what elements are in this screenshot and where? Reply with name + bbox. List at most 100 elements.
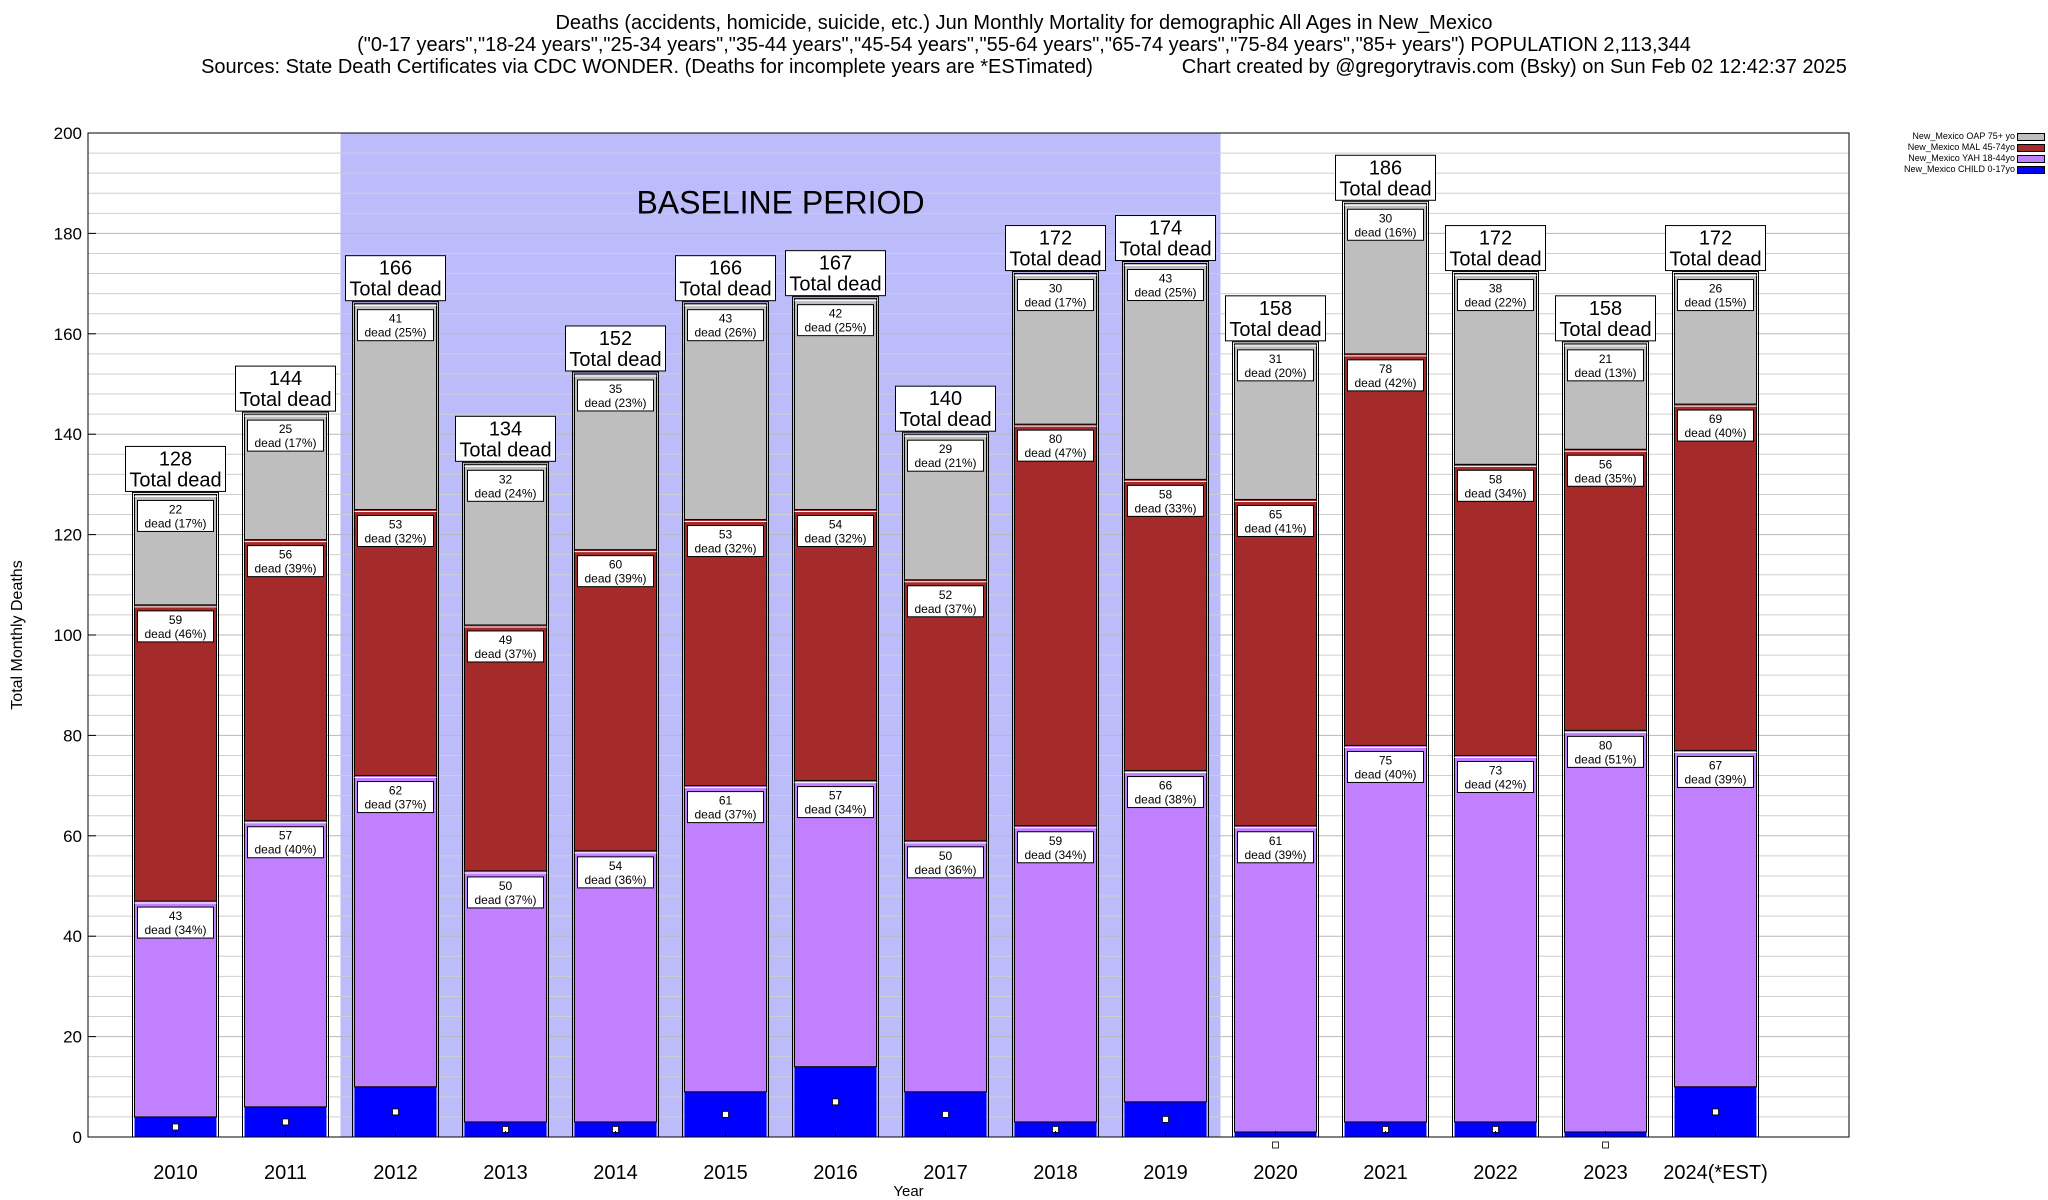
y-tick-label: 200	[54, 124, 82, 143]
segment-label-percent: dead (21%)	[914, 456, 976, 470]
legend-item: New_Mexico MAL 45-74yo	[1870, 142, 2045, 153]
total-label-box	[1115, 215, 1216, 262]
total-count: 158	[1589, 298, 1622, 320]
segment-label-box	[1567, 454, 1644, 487]
bar-segment	[1124, 478, 1207, 772]
segment-label-box	[1347, 750, 1424, 783]
x-tick-label: 2012	[373, 1162, 418, 1184]
bar-segment	[1014, 825, 1097, 1123]
child-marker	[1162, 1116, 1169, 1123]
segment-label-percent: dead (36%)	[584, 873, 646, 887]
total-label-box	[565, 325, 666, 372]
segment-label-box	[797, 786, 874, 819]
total-label-box	[1225, 295, 1326, 342]
segment-label-count: 42	[829, 307, 843, 321]
segment-label-count: 26	[1709, 282, 1723, 296]
x-tick-label: 2023	[1583, 1162, 1628, 1184]
segment-label-box	[357, 515, 434, 547]
segment-label-count: 69	[1709, 412, 1723, 426]
bar-segment	[1454, 463, 1537, 756]
segment-label-count: 38	[1489, 282, 1503, 296]
total-label-box	[1555, 295, 1656, 342]
segment-label-box	[687, 309, 764, 342]
segment-label-percent: dead (42%)	[1354, 376, 1416, 390]
total-count: 172	[1039, 228, 1072, 250]
segment-label-count: 22	[169, 502, 183, 516]
segment-label-count: 49	[499, 633, 513, 647]
segment-label-percent: dead (17%)	[144, 516, 206, 530]
total-label-box	[1335, 154, 1436, 201]
bar-segment	[354, 775, 437, 1088]
segment-label-count: 62	[389, 784, 403, 798]
x-tick-label: 2021	[1363, 1162, 1408, 1184]
segment-label-count: 60	[609, 558, 623, 572]
child-marker	[172, 1123, 179, 1131]
segment-label-percent: dead (51%)	[1574, 752, 1636, 766]
segment-label-count: 43	[719, 312, 733, 326]
segment-label-box	[577, 555, 654, 588]
segment-label-percent: dead (25%)	[804, 321, 866, 335]
legend-label: New_Mexico MAL 45-74yo	[1907, 142, 2015, 152]
segment-label-box	[1567, 735, 1644, 768]
segment-label-box	[687, 791, 764, 824]
legend-swatch	[2017, 144, 2045, 152]
child-marker	[942, 1111, 949, 1118]
segment-label-percent: dead (42%)	[1464, 777, 1526, 791]
segment-label-percent: dead (40%)	[254, 843, 316, 857]
chart-legend: New_Mexico OAP 75+ yo New_Mexico MAL 45-7…	[1870, 131, 2045, 175]
total-count: 166	[709, 258, 742, 280]
legend-swatch	[2017, 166, 2045, 174]
bar-segment	[904, 579, 987, 842]
bar-segment	[1674, 403, 1757, 751]
bar-segment	[904, 840, 987, 1093]
total-dead-text: Total dead	[129, 469, 221, 491]
y-tick-label: 140	[54, 425, 82, 444]
total-count: 140	[929, 388, 962, 410]
segment-label-percent: dead (37%)	[364, 798, 426, 812]
total-count: 144	[269, 368, 302, 390]
segment-label-count: 80	[1599, 738, 1613, 752]
segment-label-percent: dead (41%)	[1244, 521, 1306, 535]
legend-swatch	[2017, 155, 2045, 163]
segment-label-count: 57	[279, 829, 293, 843]
segment-label-box	[137, 610, 214, 643]
total-dead-text: Total dead	[1229, 319, 1321, 341]
segment-label-count: 66	[1159, 779, 1173, 793]
chart-sources-line: Sources: State Death Certificates via CD…	[0, 56, 2048, 78]
segment-label-count: 65	[1269, 507, 1283, 521]
segment-label-box	[1677, 755, 1754, 788]
segment-label-box	[357, 781, 434, 814]
legend-item: New_Mexico CHILD 0-17yo	[1870, 164, 2045, 175]
segment-label-box	[1237, 504, 1314, 537]
total-count: 158	[1259, 298, 1292, 320]
bar-segment	[244, 539, 327, 822]
x-tick-label: 2018	[1033, 1162, 1078, 1184]
segment-label-count: 32	[499, 472, 513, 486]
legend-label: New_Mexico OAP 75+ yo	[1912, 131, 2015, 141]
child-marker	[392, 1108, 399, 1116]
child-marker	[1602, 1141, 1609, 1149]
segment-label-box	[1457, 469, 1534, 502]
